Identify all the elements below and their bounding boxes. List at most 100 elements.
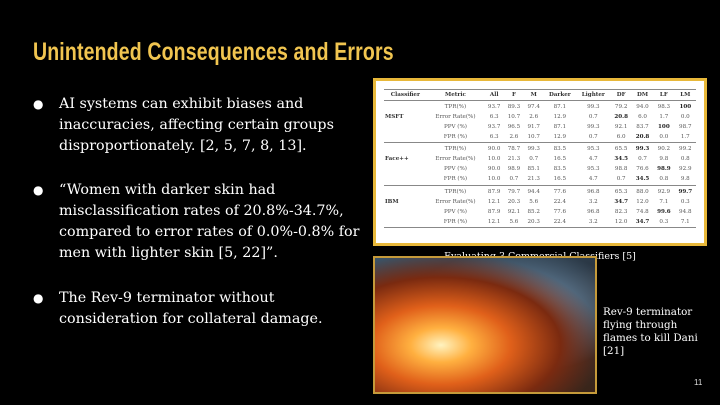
bullet-text: “Women with darker skin had misclassific… [59, 182, 360, 261]
value-cell: 85.1 [527, 166, 540, 173]
slide-title: Unintended Consequences and Errors [33, 38, 394, 66]
value-cell: 78.7 [504, 142, 524, 155]
image-caption: Rev-9 terminator flying through flames t… [603, 306, 698, 357]
value-cell: 10.0 [487, 156, 501, 163]
value-cell: 0.7 [638, 156, 647, 163]
metric-cell: FPR (%) [426, 217, 485, 229]
classifier-cell [384, 142, 427, 155]
value-cell: 34.5 [635, 176, 650, 183]
value-cell: 89.3 [504, 100, 524, 113]
column-header: Lighter [576, 89, 611, 101]
value-cell: 0.7 [509, 176, 519, 183]
classifier-cell [384, 175, 427, 185]
terminator-image [373, 256, 597, 394]
value-cell: 88.0 [631, 184, 654, 198]
column-header: LF [653, 89, 675, 101]
value-cell: 4.7 [588, 176, 598, 183]
value-cell: 90.0 [487, 166, 501, 173]
bullet-text: AI systems can exhibit biases and inaccu… [59, 96, 334, 154]
column-header: F [504, 89, 524, 101]
column-header: Classifier [384, 89, 427, 101]
value-cell: 3.2 [576, 217, 611, 229]
metric-cell: Error Rate(%) [435, 198, 476, 205]
value-cell: 0.8 [680, 156, 690, 163]
classifier-cell [384, 207, 427, 217]
classifier-table-image: Classifier Metric All F M Darker Lighter DF DM LF… [373, 78, 707, 246]
value-cell: 10.7 [507, 113, 521, 120]
bullet-text: The Rev-9 terminator without considerati… [59, 290, 323, 327]
value-cell: 99.3 [576, 100, 611, 113]
value-cell: 12.9 [553, 133, 567, 140]
value-cell: 10.7 [527, 133, 540, 140]
value-cell: 100 [674, 100, 696, 113]
value-cell: 12.0 [636, 198, 649, 205]
value-cell: 20.8 [635, 133, 650, 140]
value-cell: 0.7 [588, 113, 598, 120]
value-cell: 16.5 [553, 176, 567, 183]
table-row: TPR(%) 93.7 89.3 97.4 87.1 99.3 79.2 94.0 98.3 10… [384, 100, 696, 113]
value-cell: 6.0 [616, 133, 626, 140]
table-row: FPR (%) 12.1 5.6 20.3 22.4 3.2 12.0 34.7 0.3 7.1 [384, 217, 696, 229]
value-cell: 20.8 [614, 113, 628, 120]
table-row: IBM Error Rate(%) 12.1 20.3 5.6 22.4 3.2 34.7 12… [384, 197, 696, 207]
value-cell: 99.3 [631, 142, 654, 155]
value-cell: 34.7 [614, 198, 628, 205]
value-cell: 97.4 [523, 100, 544, 113]
value-cell: 65.5 [610, 142, 632, 155]
column-header: M [523, 89, 544, 101]
classifier-cell [384, 100, 427, 113]
value-cell: 94.8 [679, 208, 692, 215]
value-cell: 76.6 [636, 166, 649, 173]
value-cell: 5.6 [504, 217, 524, 229]
value-cell: 2.6 [529, 113, 539, 120]
classifier-cell [384, 184, 427, 198]
value-cell: 83.5 [543, 142, 577, 155]
table-row: TPR(%) 87.9 79.7 94.4 77.6 96.8 65.3 88.0 92.9 99… [384, 184, 696, 198]
classifier-cell [384, 132, 427, 142]
classifier-cell [384, 122, 427, 132]
value-cell: 7.1 [659, 198, 669, 205]
value-cell: 0.8 [659, 176, 669, 183]
metric-cell: TPR(%) [426, 184, 485, 198]
value-cell: 65.3 [610, 184, 632, 198]
metric-cell: FPR (%) [443, 133, 468, 140]
value-cell: 0.0 [680, 113, 690, 120]
page-number: 11 [694, 378, 703, 387]
table-row: PPV (%) 87.9 92.1 85.2 77.6 96.8 82.3 74.8 99.6 9… [384, 207, 696, 217]
value-cell: 0.3 [680, 198, 690, 205]
table-row: Face++ Error Rate(%) 10.0 21.3 0.7 16.5 4.7 34.… [384, 155, 696, 165]
value-cell: 98.9 [507, 166, 521, 173]
value-cell: 98.7 [679, 123, 692, 130]
value-cell: 34.7 [631, 217, 654, 229]
table-row: MSFT Error Rate(%) 6.3 10.7 2.6 12.9 0.7 20.8 6.… [384, 112, 696, 122]
value-cell: 99.7 [674, 184, 696, 198]
value-cell: 4.7 [588, 156, 598, 163]
value-cell: 96.8 [587, 208, 600, 215]
value-cell: 83.7 [636, 123, 649, 130]
value-cell: 93.7 [484, 100, 505, 113]
value-cell: 9.8 [680, 176, 690, 183]
value-cell: 98.9 [657, 166, 671, 173]
value-cell: 85.2 [527, 208, 540, 215]
classifier-cell [384, 217, 427, 229]
classifier-cell [384, 165, 427, 175]
bullet-icon: ● [33, 97, 44, 111]
value-cell: 82.3 [614, 208, 628, 215]
value-cell: 95.3 [576, 142, 611, 155]
value-cell: 7.1 [674, 217, 696, 229]
value-cell: 21.3 [507, 156, 521, 163]
value-cell: 99.6 [657, 208, 671, 215]
value-cell: 92.9 [653, 184, 675, 198]
value-cell: 0.7 [616, 176, 626, 183]
column-header: DM [631, 89, 654, 101]
value-cell: 0.3 [653, 217, 675, 229]
value-cell: 98.8 [614, 166, 628, 173]
table-row: PPV (%) 90.0 98.9 85.1 83.5 95.3 98.8 76.6 98.9 9… [384, 165, 696, 175]
bullet-item: ● The Rev-9 terminator without considera… [33, 288, 373, 330]
metric-cell: TPR(%) [426, 100, 485, 113]
table-row: PPV (%) 93.7 96.5 91.7 87.1 99.3 92.1 83.7 100 98… [384, 122, 696, 132]
metric-cell: PPV (%) [443, 166, 467, 173]
value-cell: 0.0 [659, 133, 669, 140]
metric-cell: Error Rate(%) [435, 156, 476, 163]
